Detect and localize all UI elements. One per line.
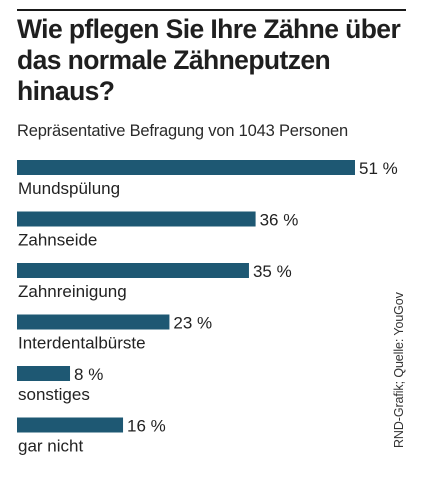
top-rule — [17, 9, 406, 11]
value-label-sonstiges: 8 % — [74, 365, 103, 384]
category-label-sonstiges: sonstiges — [18, 385, 90, 404]
value-label-gar-nicht: 16 % — [127, 417, 166, 436]
value-label-zahnreinigung: 35 % — [253, 262, 292, 281]
value-label-interdentalburste: 23 % — [173, 314, 212, 333]
bar-zahnreinigung — [17, 263, 249, 278]
category-label-zahnseide: Zahnseide — [18, 231, 97, 250]
chart-subtitle: Repräsentative Befragung von 1043 Person… — [17, 122, 349, 140]
bar-sonstiges — [17, 366, 71, 381]
source-note: RND-Grafik; Quelle: YouGov — [392, 292, 406, 448]
category-label-mundspulung: Mundspülung — [18, 179, 120, 198]
category-label-zahnreinigung: Zahnreinigung — [18, 282, 127, 301]
bar-gar-nicht — [17, 417, 124, 433]
bar-zahnseide — [17, 211, 256, 227]
bar-interdentalburste — [17, 314, 170, 330]
value-label-mundspulung: 51 % — [359, 159, 398, 178]
category-label-gar-nicht: gar nicht — [18, 437, 83, 456]
category-label-interdentalburste: Interdentalbürste — [18, 334, 146, 353]
chart-title: Wie pflegen Sie Ihre Zähne über das norm… — [17, 14, 401, 106]
bar-mundspulung — [17, 160, 355, 175]
value-label-zahnseide: 36 % — [260, 211, 299, 230]
